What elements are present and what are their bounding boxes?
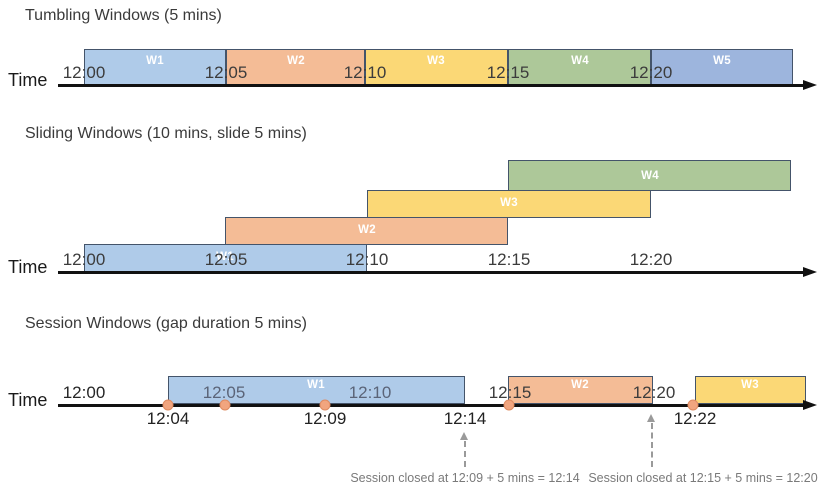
tick-label: 12:05 — [202, 383, 246, 402]
tick-label: 12:05 — [204, 63, 248, 82]
window-label-w2: W2 — [571, 379, 589, 391]
sliding-window-w2 — [225, 217, 508, 245]
event-time-label: 12:22 — [673, 409, 717, 428]
tick-label: 12:00 — [62, 383, 106, 402]
tumbling-section-title: Tumbling Windows (5 mins) — [25, 7, 222, 24]
window-label-w3: W3 — [500, 197, 518, 209]
window-label-w1: W1 — [216, 251, 234, 263]
tumbling-time-axis-label: Time — [8, 70, 48, 90]
tick-label: 12:20 — [629, 63, 673, 82]
event-time-label: 12:04 — [146, 409, 190, 428]
annotation-arrow-stem — [650, 423, 653, 467]
tumbling-window-w1 — [84, 49, 226, 85]
window-label-w3: W3 — [741, 379, 759, 391]
annotation-arrow-icon — [460, 432, 468, 440]
window-label-w1: W1 — [146, 55, 164, 67]
timeline-arrowhead — [803, 399, 817, 410]
timeline-arrowhead — [803, 266, 817, 277]
tick-label: 12:15 — [488, 383, 532, 402]
tick-label: 12:15 — [486, 63, 530, 82]
tick-label: 12:20 — [629, 250, 673, 269]
window-label-w2: W2 — [358, 224, 376, 236]
window-label-w4: W4 — [641, 170, 659, 182]
sliding-time-axis-label: Time — [8, 257, 48, 277]
tick-label: 12:10 — [345, 250, 389, 269]
tick-label: 12:00 — [62, 63, 106, 82]
session-window-w2 — [508, 376, 653, 404]
session-timeline — [58, 404, 803, 407]
tumbling-timeline — [58, 84, 803, 87]
session-section-title: Session Windows (gap duration 5 mins) — [25, 315, 307, 332]
event-dot — [319, 399, 331, 411]
sliding-timeline — [58, 271, 803, 274]
timeline-arrowhead — [803, 79, 817, 90]
event-time-label: 12:14 — [443, 409, 487, 428]
event-dot — [503, 399, 515, 411]
window-label-w3: W3 — [427, 55, 445, 67]
session-window-w3 — [695, 376, 806, 404]
tick-label: 12:05 — [204, 250, 248, 269]
tumbling-window-w2 — [226, 49, 365, 85]
session-time-axis-label: Time — [8, 390, 48, 410]
tick-label: 12:00 — [62, 250, 106, 269]
tick-label: 12:10 — [348, 383, 392, 402]
sliding-window-w1 — [84, 244, 367, 272]
session-window-w1 — [168, 376, 465, 404]
window-label-w1: W1 — [307, 379, 325, 391]
window-label-w2: W2 — [287, 55, 305, 67]
tick-label: 12:20 — [632, 383, 676, 402]
tick-label: 12:15 — [487, 250, 531, 269]
event-dot — [219, 399, 231, 411]
tick-label: 12:10 — [343, 63, 387, 82]
event-dot — [687, 399, 699, 411]
annotation-arrow-stem — [463, 441, 466, 467]
window-label-w4: W4 — [571, 55, 589, 67]
session-close-annotation: Session closed at 12:09 + 5 mins = 12:14 — [350, 471, 580, 485]
session-close-annotation: Session closed at 12:15 + 5 mins = 12:20 — [588, 471, 818, 485]
annotation-arrow-icon — [647, 414, 655, 422]
event-time-label: 12:09 — [303, 409, 347, 428]
window-label-w5: W5 — [713, 55, 731, 67]
sliding-section-title: Sliding Windows (10 mins, slide 5 mins) — [25, 125, 307, 142]
tumbling-window-w4 — [508, 49, 651, 85]
event-dot — [162, 399, 174, 411]
sliding-window-w3 — [367, 190, 651, 218]
